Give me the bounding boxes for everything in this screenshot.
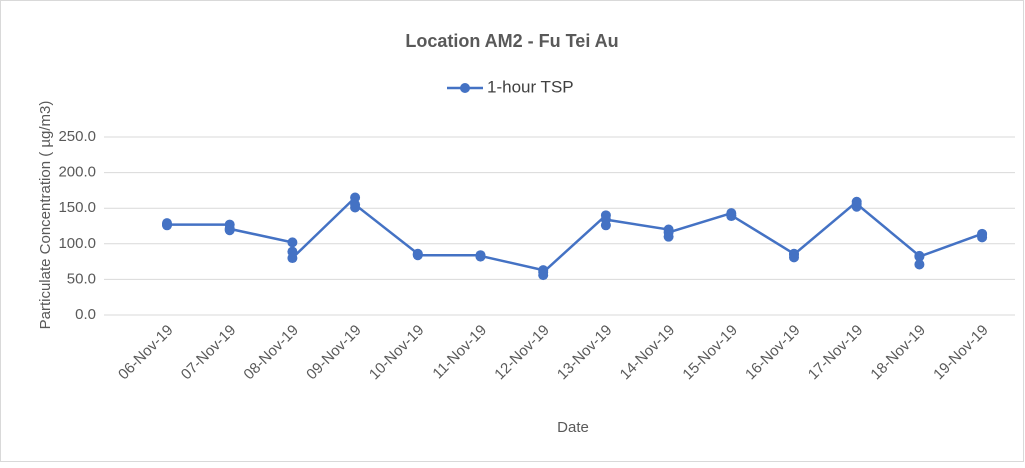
data-point (538, 267, 549, 278)
y-tick-label: 50.0 (67, 270, 96, 287)
x-axis-label: Date (557, 419, 589, 436)
y-tick-label: 0.0 (75, 306, 96, 323)
y-tick-label: 250.0 (58, 128, 96, 145)
data-point (287, 237, 298, 248)
data-point (162, 219, 172, 230)
legend-label: 1-hour TSP (487, 77, 574, 96)
y-tick-label: 100.0 (58, 235, 96, 252)
y-axis-label: Particulate Concentration ( µg/m3) (37, 101, 54, 330)
y-tick-label: 200.0 (58, 164, 96, 181)
data-point (914, 259, 925, 270)
data-point (851, 198, 862, 209)
y-tick-label: 150.0 (58, 199, 96, 216)
data-point (600, 214, 611, 225)
data-point (914, 251, 925, 262)
data-point (224, 223, 235, 234)
data-point (977, 229, 988, 240)
data-point (789, 249, 799, 260)
data-point (350, 199, 361, 210)
data-point (726, 210, 737, 221)
chart-title: Location AM2 - Fu Tei Au (405, 31, 618, 51)
legend-marker (460, 83, 470, 93)
data-point (663, 227, 674, 238)
data-point (412, 250, 423, 261)
data-point (350, 192, 361, 203)
data-point (475, 250, 486, 261)
data-point (287, 253, 298, 264)
